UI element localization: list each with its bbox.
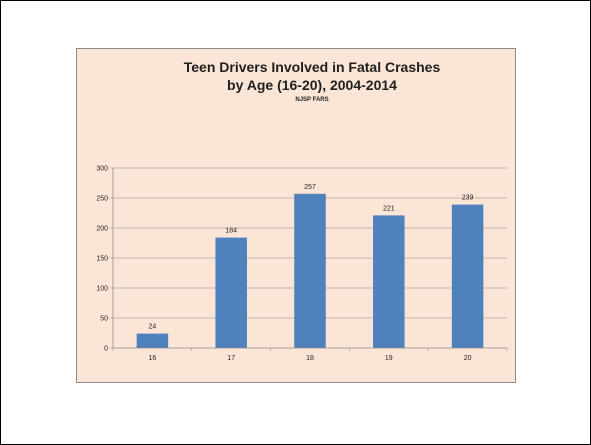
y-tick-label: 150 <box>96 256 108 263</box>
bar-chart: Teen Drivers Involved in Fatal Crashes b… <box>96 59 508 362</box>
bar-age-18 <box>294 193 326 348</box>
bar-age-16 <box>136 333 169 348</box>
axes: 0 50 100 150 200 250 300 16 17 18 19 20 <box>96 166 508 362</box>
data-label: 257 <box>304 184 316 191</box>
y-tick-label: 0 <box>104 346 108 353</box>
y-tick-label: 200 <box>96 226 108 233</box>
y-tick-label: 300 <box>96 166 108 173</box>
y-tick-label: 50 <box>100 316 108 323</box>
y-tick-label: 100 <box>96 286 108 293</box>
chart-subtitle: NJSP FARS <box>295 97 328 103</box>
bar-age-17 <box>215 237 247 348</box>
data-label: 184 <box>225 228 237 235</box>
bars: 24 184 257 221 239 <box>136 184 484 348</box>
x-tick-label: 18 <box>306 355 314 362</box>
chart-title-line-2: by Age (16-20), 2004-2014 <box>227 77 397 93</box>
data-label: 24 <box>149 324 157 331</box>
chart-panel: Teen Drivers Involved in Fatal Crashes b… <box>76 48 516 383</box>
data-label: 221 <box>383 205 395 212</box>
x-tick-label: 16 <box>149 355 157 362</box>
bar-age-19 <box>373 215 405 348</box>
data-label: 239 <box>462 195 474 202</box>
x-tick-label: 19 <box>385 355 393 362</box>
y-tick-label: 250 <box>96 196 108 203</box>
x-tick-label: 20 <box>464 355 472 362</box>
bar-age-20 <box>451 204 484 348</box>
chart-title-line-1: Teen Drivers Involved in Fatal Crashes <box>184 59 441 75</box>
x-tick-label: 17 <box>227 355 235 362</box>
